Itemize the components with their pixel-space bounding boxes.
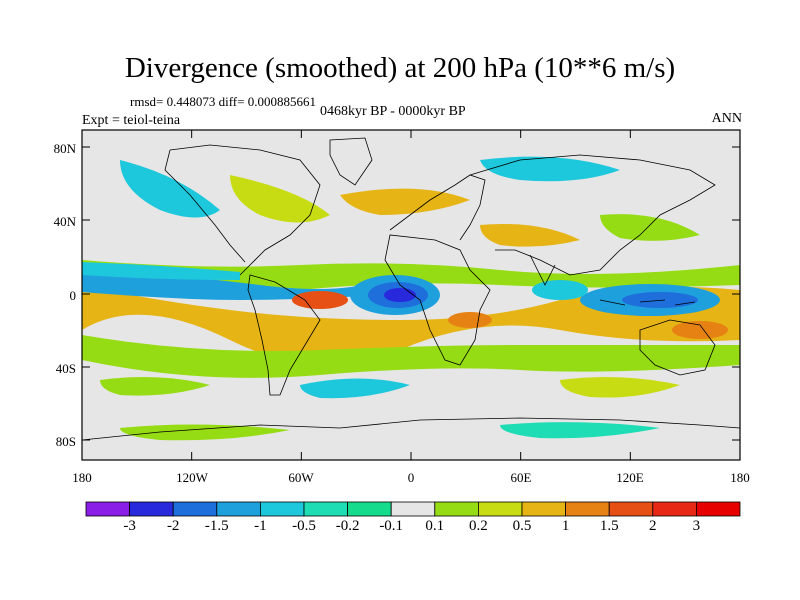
lon-tick-label: 60W xyxy=(288,470,314,485)
coast-australia xyxy=(639,319,716,376)
colorbar-swatch xyxy=(259,501,305,517)
colorbar-swatch xyxy=(85,501,130,517)
period-label: 0468kyr BP - 0000kyr BP xyxy=(320,104,466,119)
contour-satlantic-cyan xyxy=(300,378,410,399)
colorbar-swatch xyxy=(129,501,174,517)
coast-north-america-west xyxy=(164,149,246,263)
contour-antarctic-teal xyxy=(500,422,660,439)
colorbar-swatch xyxy=(216,501,261,517)
coast-indonesia xyxy=(599,299,696,306)
colorbar-label: 1 xyxy=(561,518,570,534)
lon-tick-label: 180 xyxy=(730,470,750,485)
colorbar-label: -1 xyxy=(254,518,267,534)
coast-india xyxy=(529,254,556,286)
colorbar-swatch xyxy=(521,501,566,517)
contour-siberia-cyan xyxy=(480,156,620,182)
contour-asia-orange xyxy=(480,224,580,247)
coastlines xyxy=(82,137,740,441)
colorbar-label: 0.2 xyxy=(469,518,488,534)
colorbar-label: 0.1 xyxy=(425,518,445,534)
coast-asia xyxy=(469,154,716,276)
lat-tick-label: 80S xyxy=(55,434,76,449)
contour-npacific-cyan xyxy=(120,160,220,218)
colorbar-swatch xyxy=(696,501,741,517)
contour-spacific-green xyxy=(100,376,210,396)
colorbar-label: 0.5 xyxy=(512,518,532,534)
map-title: Divergence (smoothed) at 200 hPa (10**6 … xyxy=(124,52,676,84)
lon-tick-label: 0 xyxy=(407,470,415,485)
colorbar-label: -3 xyxy=(123,518,136,534)
lat-tick-label: 80N xyxy=(53,141,76,156)
coast-south-america xyxy=(247,274,321,396)
colorbar-label: 3 xyxy=(692,518,701,534)
colorbar-label: 1.5 xyxy=(599,518,619,534)
contour-orange-core-2 xyxy=(672,321,728,339)
contour-green-rim-south xyxy=(82,335,740,378)
stats-text: rmsd= 0.448073 diff= 0.000885661 xyxy=(130,94,316,109)
colorbar-swatch xyxy=(390,501,436,517)
colorbar-swatch xyxy=(347,501,392,517)
experiment-label: Expt = teiol-teina xyxy=(82,113,181,128)
colorbar-swatch xyxy=(303,501,348,517)
lon-tick-label: 180 xyxy=(72,470,92,485)
contour-atlantic-core xyxy=(384,288,416,302)
contour-red-core-1 xyxy=(292,291,348,309)
colorbar-label: -2 xyxy=(166,518,180,534)
map-field xyxy=(82,130,740,460)
lon-tick-label: 120W xyxy=(176,470,208,485)
contour-sindian-green xyxy=(560,376,680,398)
contour-positive-band xyxy=(82,285,740,366)
coast-antarctica xyxy=(82,417,740,441)
colorbar xyxy=(85,501,741,517)
lat-tick-label: 0 xyxy=(69,288,77,303)
colorbar-label: -0.2 xyxy=(335,518,360,534)
contour-negative-strip-light xyxy=(82,262,240,280)
colorbar-swatch xyxy=(477,501,523,517)
coast-greenland xyxy=(329,137,373,186)
colorbar-label: 2 xyxy=(649,518,657,534)
season-label: ANN xyxy=(711,111,742,126)
lon-tick-label: 120E xyxy=(616,470,644,485)
colorbar-swatch xyxy=(172,501,218,517)
colorbar-label: -1.5 xyxy=(204,518,229,534)
contour-namerica-green xyxy=(230,175,330,223)
colorbar-swatch xyxy=(608,501,654,517)
colorbar-swatch xyxy=(565,501,610,517)
colorbar-label: -0.1 xyxy=(379,518,404,534)
contour-indian-ocean xyxy=(532,280,588,300)
contour-wpacific-green xyxy=(600,214,700,241)
contour-antarctic-green-1 xyxy=(120,424,290,441)
contour-orange-core xyxy=(448,312,492,328)
colorbar-swatch xyxy=(434,501,479,517)
coast-north-america xyxy=(169,144,321,276)
colorbar-label: -0.5 xyxy=(292,518,316,534)
lat-tick-label: 40N xyxy=(53,214,76,229)
coast-africa xyxy=(384,234,491,366)
lat-tick-label: 40S xyxy=(55,361,76,376)
colorbar-swatch xyxy=(652,501,697,517)
lon-tick-label: 60E xyxy=(510,470,532,485)
map-ticks xyxy=(81,130,741,460)
